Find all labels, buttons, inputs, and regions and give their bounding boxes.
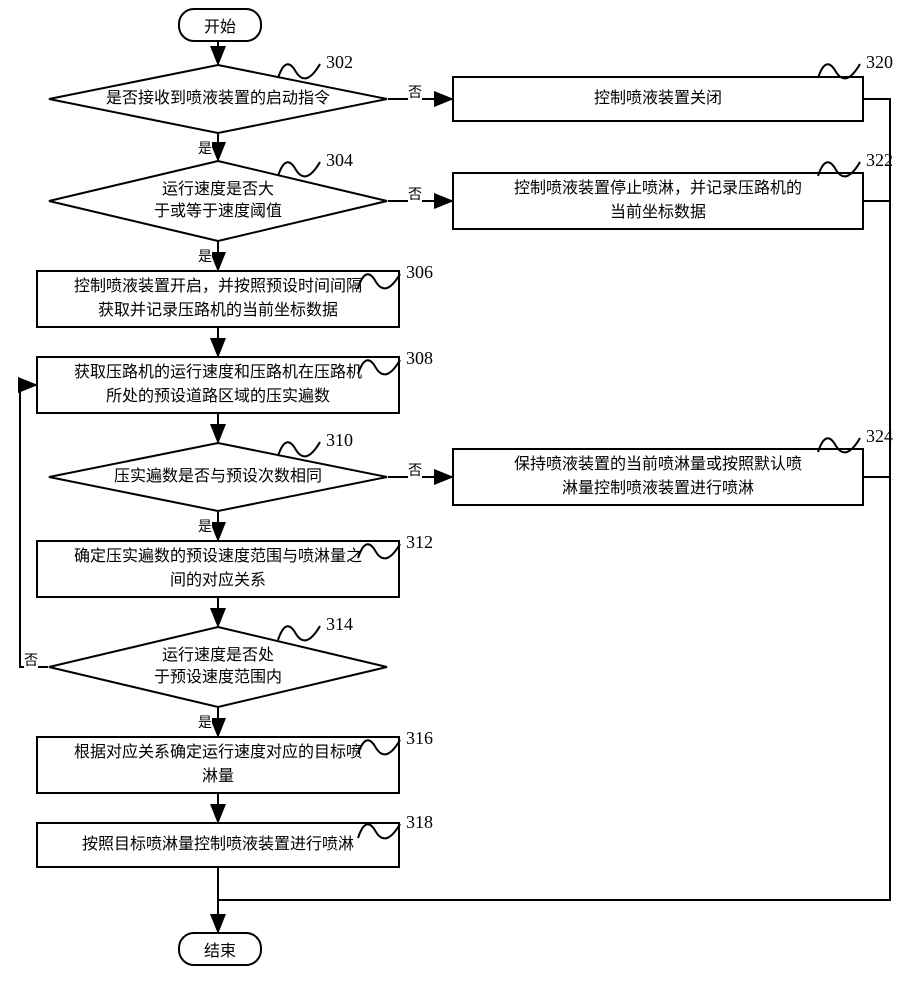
label-d304-yes: 是 — [198, 246, 212, 266]
label-d314-yes: 是 — [198, 712, 212, 732]
label-d302-no: 否 — [408, 82, 422, 102]
label-d310-yes: 是 — [198, 516, 212, 536]
flowchart-canvas: 开始 是否接收到喷液装置的启动指令 302 控制喷液装置关闭 320 运行速度是… — [0, 0, 908, 1000]
label-d314-no: 否 — [24, 650, 38, 670]
label-d310-no: 否 — [408, 460, 422, 480]
label-d302-yes: 是 — [198, 138, 212, 158]
edges-layer — [0, 0, 908, 1000]
label-d304-no: 否 — [408, 184, 422, 204]
